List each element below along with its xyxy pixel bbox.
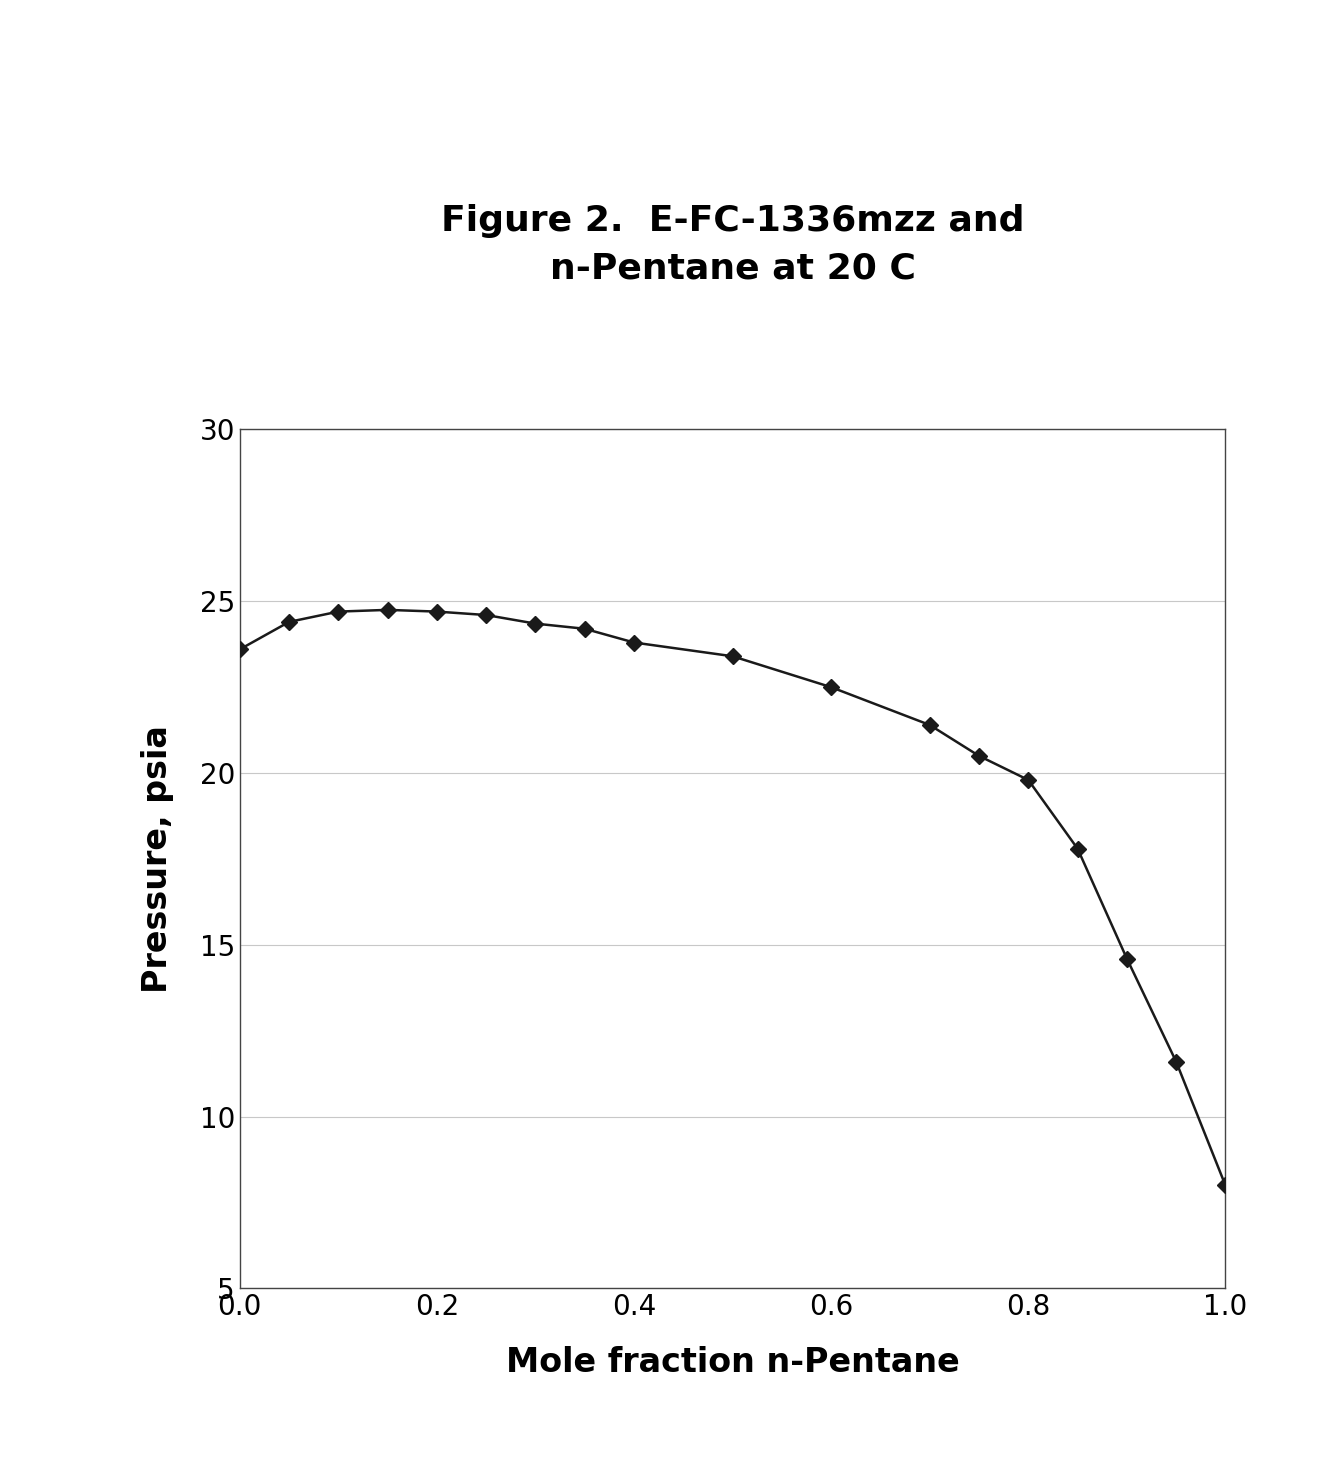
Text: Figure 2.  E-FC-1336mzz and
n-Pentane at 20 C: Figure 2. E-FC-1336mzz and n-Pentane at … (441, 203, 1024, 286)
X-axis label: Mole fraction n-Pentane: Mole fraction n-Pentane (506, 1346, 959, 1379)
Y-axis label: Pressure, psia: Pressure, psia (141, 726, 174, 992)
